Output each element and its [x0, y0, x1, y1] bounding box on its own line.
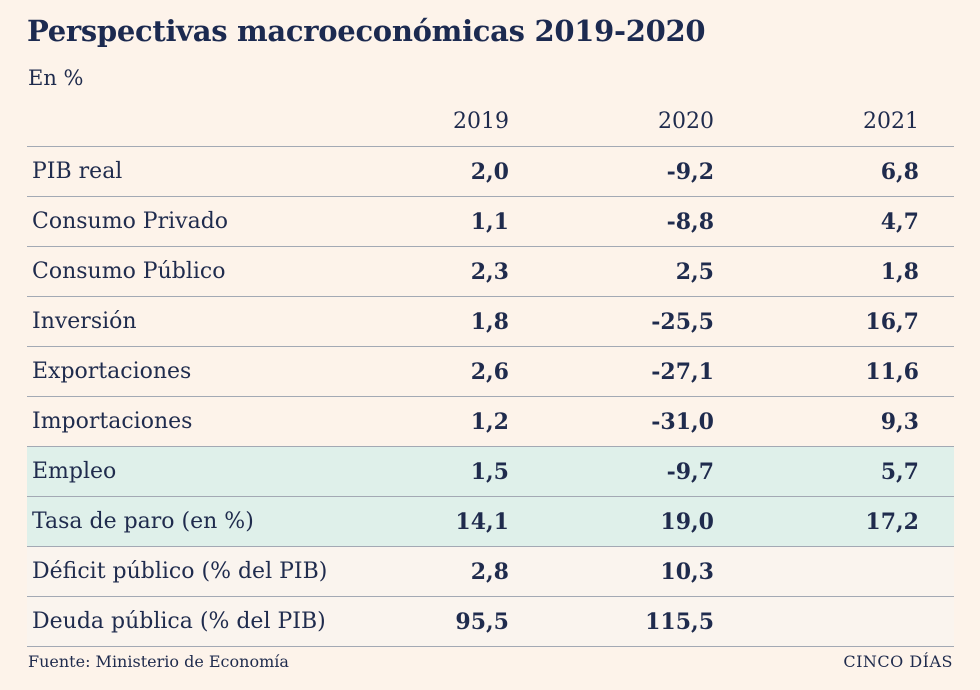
- value-cell: 2,5: [510, 246, 715, 297]
- value-cell: 10,3: [510, 546, 715, 597]
- value-cell: -31,0: [510, 396, 715, 447]
- row-label: Tasa de paro (en %): [27, 496, 380, 547]
- chart-title: Perspectivas macroeconómicas 2019-2020: [27, 14, 706, 48]
- column-header-2019: 2019: [380, 96, 510, 147]
- table-row: PIB real 2,0 -9,2 6,8: [27, 146, 954, 197]
- row-label: PIB real: [27, 146, 380, 197]
- value-cell: 2,3: [380, 246, 510, 297]
- value-cell: -8,8: [510, 196, 715, 247]
- value-cell: 2,0: [380, 146, 510, 197]
- value-cell: -27,1: [510, 346, 715, 397]
- table-row: Consumo Público 2,3 2,5 1,8: [27, 246, 954, 297]
- table-row-highlighted: Empleo 1,5 -9,7 5,7: [27, 446, 954, 497]
- row-label: Importaciones: [27, 396, 380, 447]
- table-row: Consumo Privado 1,1 -8,8 4,7: [27, 196, 954, 247]
- value-cell: 1,5: [380, 446, 510, 497]
- value-cell: 6,8: [715, 146, 954, 197]
- row-label: Empleo: [27, 446, 380, 497]
- value-cell: -25,5: [510, 296, 715, 347]
- value-cell: 1,8: [715, 246, 954, 297]
- value-cell: [715, 596, 954, 647]
- value-cell: [715, 546, 954, 597]
- macro-table: 2019 2020 2021 PIB real 2,0 -9,2 6,8 Con…: [27, 96, 954, 647]
- table-row: Inversión 1,8 -25,5 16,7: [27, 296, 954, 347]
- table-row: Déficit público (% del PIB) 2,8 10,3: [27, 546, 954, 597]
- row-label: Deuda pública (% del PIB): [27, 596, 380, 647]
- value-cell: 2,8: [380, 546, 510, 597]
- value-cell: 4,7: [715, 196, 954, 247]
- row-label: Déficit público (% del PIB): [27, 546, 380, 597]
- value-cell: -9,2: [510, 146, 715, 197]
- value-cell: 16,7: [715, 296, 954, 347]
- row-label: Consumo Privado: [27, 196, 380, 247]
- header-row: 2019 2020 2021: [27, 96, 954, 147]
- value-cell: 5,7: [715, 446, 954, 497]
- unit-label: En %: [28, 66, 84, 90]
- column-header-2020: 2020: [510, 96, 715, 147]
- table-row: Importaciones 1,2 -31,0 9,3: [27, 396, 954, 447]
- row-label: Consumo Público: [27, 246, 380, 297]
- row-label: Inversión: [27, 296, 380, 347]
- header-label-cell: [27, 96, 380, 147]
- value-cell: 115,5: [510, 596, 715, 647]
- value-cell: 1,8: [380, 296, 510, 347]
- table-row: Deuda pública (% del PIB) 95,5 115,5: [27, 596, 954, 647]
- brand-label: CINCO DÍAS: [843, 652, 953, 671]
- value-cell: 1,1: [380, 196, 510, 247]
- table-row: Exportaciones 2,6 -27,1 11,6: [27, 346, 954, 397]
- value-cell: 95,5: [380, 596, 510, 647]
- source-note: Fuente: Ministerio de Economía: [28, 652, 289, 671]
- value-cell: 1,2: [380, 396, 510, 447]
- value-cell: 19,0: [510, 496, 715, 547]
- row-label: Exportaciones: [27, 346, 380, 397]
- value-cell: 2,6: [380, 346, 510, 397]
- value-cell: 11,6: [715, 346, 954, 397]
- table-row-highlighted: Tasa de paro (en %) 14,1 19,0 17,2: [27, 496, 954, 547]
- column-header-2021: 2021: [715, 96, 954, 147]
- value-cell: 17,2: [715, 496, 954, 547]
- value-cell: -9,7: [510, 446, 715, 497]
- value-cell: 9,3: [715, 396, 954, 447]
- value-cell: 14,1: [380, 496, 510, 547]
